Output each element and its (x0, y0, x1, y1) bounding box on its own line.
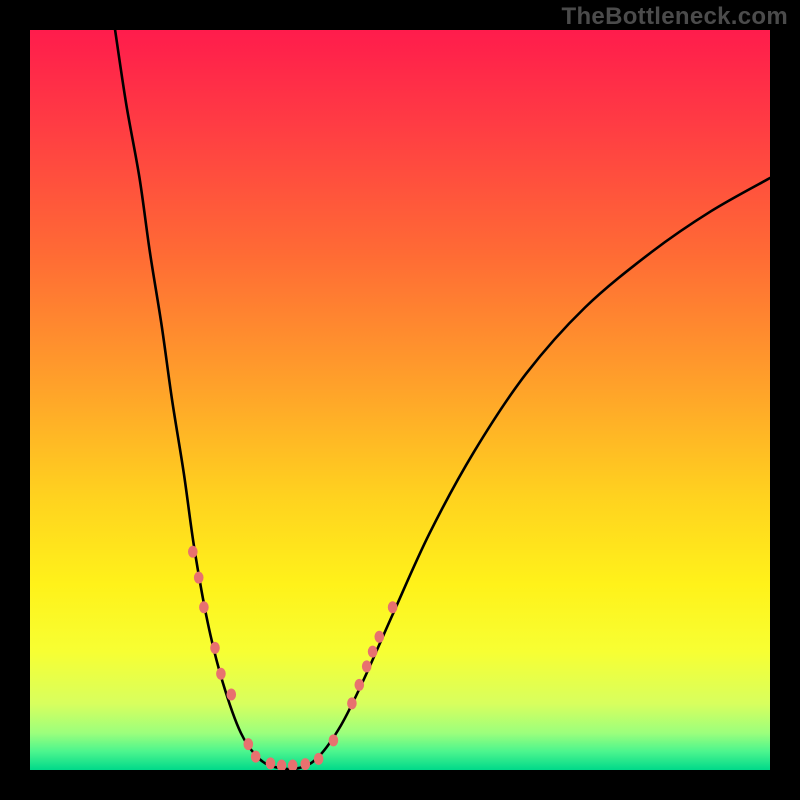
data-marker (188, 546, 198, 558)
data-marker (374, 631, 384, 643)
data-marker (194, 572, 204, 584)
data-marker (355, 679, 365, 691)
data-marker (210, 642, 220, 654)
data-marker (300, 758, 310, 770)
data-marker (347, 697, 357, 709)
watermark-text: TheBottleneck.com (562, 3, 788, 31)
data-marker (251, 751, 261, 763)
data-marker (388, 601, 398, 613)
plot-area (30, 30, 770, 770)
data-marker (199, 601, 209, 613)
data-marker (362, 660, 372, 672)
data-marker (314, 753, 324, 765)
data-marker (329, 734, 339, 746)
chart-frame: TheBottleneck.com (0, 0, 800, 800)
gradient-background (30, 30, 770, 770)
data-marker (368, 646, 378, 658)
data-marker (266, 757, 276, 769)
data-marker (244, 738, 254, 750)
data-marker (226, 689, 236, 701)
plot-svg (30, 30, 770, 770)
data-marker (216, 668, 226, 680)
